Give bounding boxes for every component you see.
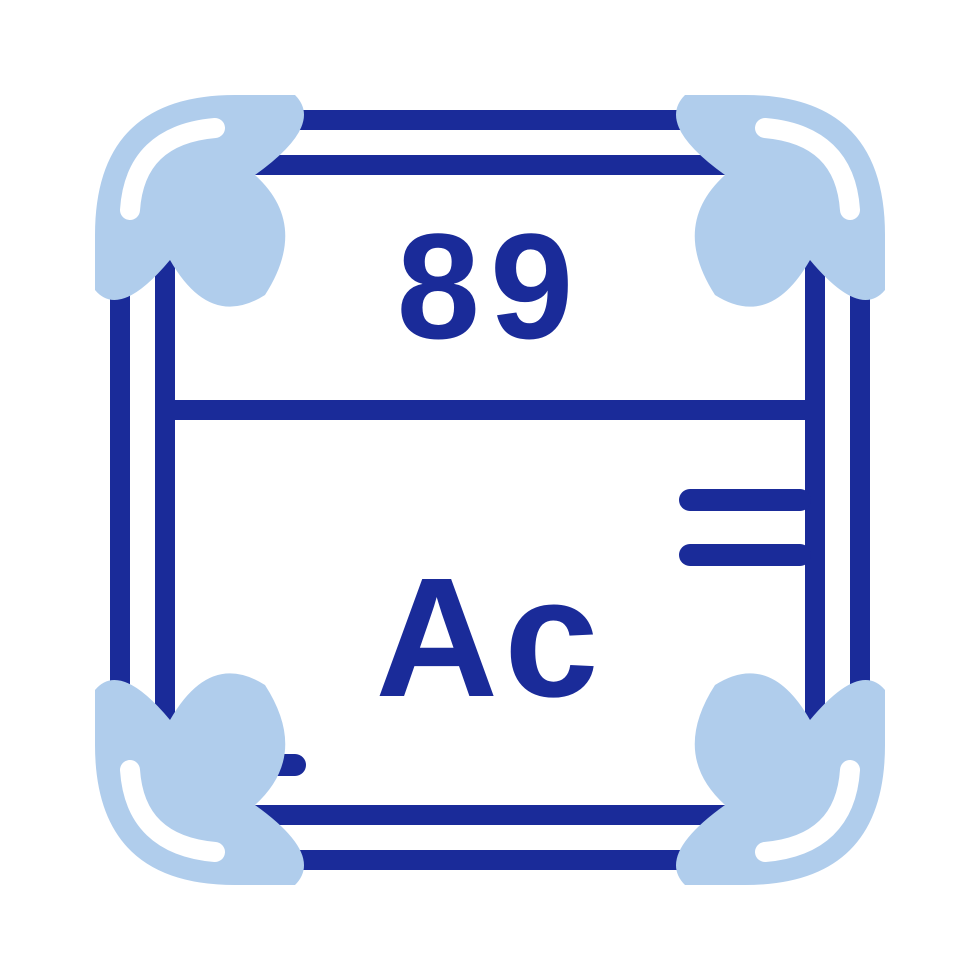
atomic-number: 89 [80,200,900,373]
periodic-element-icon: 89 Ac [80,80,900,900]
element-symbol: Ac [80,540,900,736]
